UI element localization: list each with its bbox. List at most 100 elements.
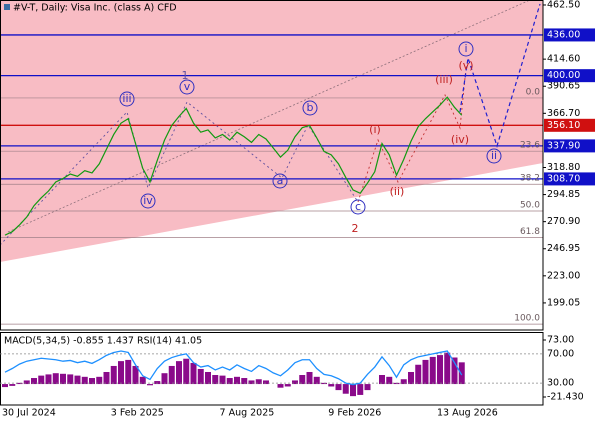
macd-bar (299, 375, 306, 385)
macd-bar (313, 376, 320, 385)
wave-circle (350, 199, 366, 215)
wave-label: iv (143, 194, 153, 207)
wave-circle (272, 173, 288, 189)
level-label: 356.10 (547, 120, 580, 131)
y-tick-label: 366.70 (547, 108, 580, 119)
fib-label: 0.0 (526, 87, 541, 97)
macd-bar (386, 376, 393, 385)
macd-bar (350, 384, 356, 397)
macd-bar (125, 359, 132, 385)
macd-bar (255, 379, 262, 385)
macd-tick-label: -21.430 (547, 392, 584, 403)
macd-bar (284, 384, 291, 387)
channel-fill (0, 0, 543, 262)
level-label: 308.70 (547, 173, 580, 184)
wave-label: ii (491, 149, 497, 162)
macd-bar (212, 375, 219, 385)
rsi-tick-label: 30.00 (547, 378, 574, 389)
wave-circle (140, 193, 156, 209)
fib-label: 50.0 (520, 201, 540, 211)
macd-bar (118, 361, 124, 385)
x-tick-label: 30 Jul 2024 (2, 408, 56, 419)
y-tick-label: 246.95 (547, 243, 580, 254)
level-label: 400.00 (547, 70, 580, 81)
level-label: 337.90 (547, 140, 580, 151)
wave-circle (458, 41, 474, 57)
macd-bar (110, 365, 117, 385)
price (4, 96, 463, 236)
y-tick-label: 318.80 (547, 162, 580, 173)
wave-label: (iv) (451, 133, 469, 146)
macd-bar (190, 362, 197, 385)
wave-label: a (277, 174, 284, 187)
rsi-line (4, 350, 463, 386)
macd-bar (342, 384, 349, 394)
macd-bar (23, 380, 30, 385)
y-tick-label: 414.60 (547, 54, 580, 65)
level-box (544, 28, 595, 42)
wave-label: 2 (352, 222, 359, 235)
price-line (4, 96, 463, 236)
macd-bar (2, 384, 8, 388)
indicator-frame (0, 332, 544, 406)
y-tick-label: 462.50 (547, 0, 580, 10)
macd-bar (306, 371, 313, 385)
macd-bar (241, 378, 248, 385)
indicator (0, 350, 543, 397)
macd-bar (292, 380, 298, 385)
macd-bar (9, 384, 16, 386)
macd-bar (328, 384, 335, 387)
level-box (544, 118, 595, 132)
macd-bar (205, 371, 211, 385)
wave-label: (v) (458, 59, 473, 72)
macd-bar (16, 382, 23, 385)
y-tick-label: 270.90 (547, 216, 580, 227)
macd-bar (415, 364, 422, 385)
macd-bar (132, 365, 139, 385)
level-box (544, 139, 595, 153)
wave-circle (179, 79, 195, 95)
y-tick-label: 223.00 (547, 270, 580, 281)
level-box (544, 69, 595, 83)
fib-label: 100.0 (514, 314, 540, 324)
macd-bar (408, 371, 414, 385)
macd-bar (89, 378, 95, 385)
macd-bar (321, 382, 327, 385)
rsi-tick-label: 70.00 (547, 348, 574, 359)
macd-bar (437, 355, 443, 385)
wave-label: 1 (182, 69, 189, 82)
wave-label: (ii) (390, 185, 405, 198)
macd-bar (176, 361, 182, 385)
macd-bar (96, 376, 103, 385)
macd-bar (52, 373, 59, 385)
macd-bar (38, 375, 45, 385)
fib-label: 23.6 (520, 141, 540, 151)
macd-bar (364, 384, 371, 391)
macd-bar (451, 357, 458, 385)
macd-bar (161, 373, 168, 385)
channel-line (7, 0, 531, 233)
macd-bar (277, 384, 284, 388)
symbol-icon (4, 4, 10, 10)
forecast-path (459, 3, 541, 148)
macd-bar (183, 358, 190, 385)
macd-bar (67, 374, 74, 385)
macd-bar (444, 352, 451, 385)
x-tick-label: 7 Aug 2025 (220, 408, 275, 419)
macd-bar (429, 356, 436, 385)
level-label: 436.00 (547, 29, 580, 40)
macd-bar (103, 371, 110, 385)
x-tick-label: 9 Feb 2026 (328, 408, 381, 419)
plot-frame (0, 0, 544, 331)
macd-bar (154, 381, 161, 385)
x-tick-label: 3 Feb 2025 (111, 408, 164, 419)
macd-bar (263, 380, 269, 385)
y-tick-label: 294.85 (547, 189, 580, 200)
wave-label: (iii) (435, 73, 453, 86)
macd-bar (335, 384, 342, 391)
fib-label: 61.8 (520, 227, 540, 237)
wave-circle (302, 100, 318, 116)
level-box (544, 172, 595, 186)
